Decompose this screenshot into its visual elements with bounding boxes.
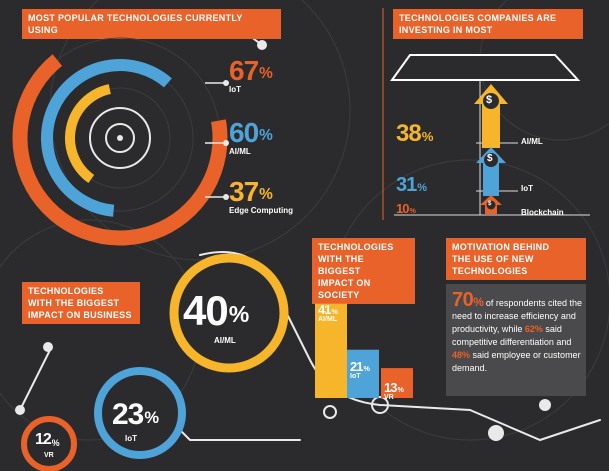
society-bar-aiml xyxy=(315,303,347,398)
popular-title: MOST POPULAR TECHNOLOGIES CURRENTLY USIN… xyxy=(22,9,281,39)
ring-center-0 xyxy=(89,107,151,169)
society-title: TECHNOLOGIES WITH THE BIGGEST IMPACT ON … xyxy=(312,238,415,304)
society-item-iot: 21% IoT xyxy=(350,359,370,380)
dollar-sign-blockchain: $ xyxy=(488,201,492,207)
robot-arm-line xyxy=(19,349,51,411)
popular-item-edge: 37% Edge Computing xyxy=(229,176,293,216)
connector-dot-0 xyxy=(223,80,229,86)
dollar-arrow-icon-iot xyxy=(476,147,506,196)
motivation-text: 70% of respondents cited the need to inc… xyxy=(452,289,582,373)
investing-value-aiml: 38% xyxy=(396,120,433,147)
popular-label-iot: IoT xyxy=(229,85,241,94)
society-bar-vr xyxy=(381,368,413,398)
business-title: TECHNOLOGIES WITH THE BIGGEST IMPACT ON … xyxy=(22,282,140,324)
ring-iot xyxy=(12,54,228,246)
business-label-aiml: AI/ML xyxy=(214,336,236,345)
joint-icons xyxy=(15,40,551,441)
business-circle-iot xyxy=(94,367,186,459)
motivation-panel xyxy=(446,284,586,396)
popular-value-edge: 37 xyxy=(229,176,259,207)
investing-label-blockchain: Blockchain xyxy=(521,208,564,217)
investing-value-iot: 31% xyxy=(396,174,427,196)
connector-dot-2 xyxy=(223,194,229,200)
arm-line-right xyxy=(469,409,601,442)
popular-item-iot: 67% IoT xyxy=(229,55,273,95)
business-label-iot: IoT xyxy=(125,434,137,443)
popular-value-iot: 67 xyxy=(229,55,259,86)
connector-dot-1 xyxy=(223,140,229,146)
ring-aiml xyxy=(41,59,172,217)
investing-value-blockchain: 10% xyxy=(396,201,416,216)
business-label-vr: VR xyxy=(44,452,54,459)
ring-center-dot xyxy=(117,135,123,141)
business-circle-vr xyxy=(21,416,77,471)
popular-item-aiml: 60% AI/ML xyxy=(229,117,273,157)
investing-label-aiml: AI/ML xyxy=(521,137,543,146)
gear-icon xyxy=(323,396,389,419)
business-value-vr: 12% xyxy=(35,431,60,449)
dollar-arrow-icon-blockchain xyxy=(480,195,502,214)
society-bar-iot xyxy=(347,349,379,398)
dollar-arrow-icon-aiml xyxy=(474,84,508,148)
popular-label-aiml: AI/ML xyxy=(229,147,251,156)
business-value-iot: 23% xyxy=(112,398,159,431)
popular-value-aiml: 60 xyxy=(229,117,259,148)
motivation-big-value: 70% xyxy=(452,289,484,311)
business-value-aiml: 40% xyxy=(183,287,249,334)
society-item-vr: 13% VR xyxy=(384,380,404,401)
platform-shape xyxy=(390,54,581,81)
business-circle-aiml xyxy=(169,253,289,373)
investing-title: TECHNOLOGIES COMPANIES ARE INVESTING IN … xyxy=(393,9,583,39)
dollar-sign-aiml: $ xyxy=(486,94,493,106)
society-item-aiml: 41% AI/ML xyxy=(318,302,338,323)
motivation-title: MOTIVATION BEHIND THE USE OF NEW TECHNOL… xyxy=(446,238,586,280)
popular-label-edge: Edge Computing xyxy=(229,206,293,215)
dollar-sign-iot: $ xyxy=(487,153,493,164)
ring-center-1 xyxy=(105,123,135,153)
investing-label-iot: IoT xyxy=(521,184,533,193)
ring-edge xyxy=(65,84,111,184)
belt-line xyxy=(199,251,471,411)
